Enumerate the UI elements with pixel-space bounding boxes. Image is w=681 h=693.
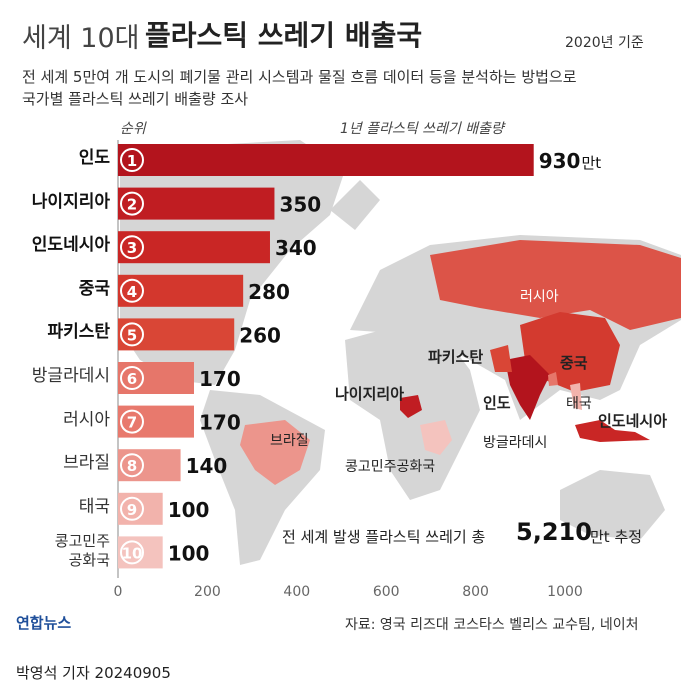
map-label: 방글라데시 — [483, 435, 548, 451]
x-tick-label: 600 — [373, 584, 400, 600]
value-label: 260 — [239, 323, 281, 347]
total-value: 5,210 — [516, 518, 592, 546]
bar — [118, 492, 163, 525]
category-label: 브라질 — [63, 453, 110, 474]
map-label: 인도 — [483, 394, 511, 412]
map-label: 콩고민주공화국 — [345, 459, 436, 475]
rank-number: 3 — [127, 239, 137, 257]
map-label: 파키스탄 — [428, 348, 484, 366]
bar — [118, 231, 270, 264]
bar — [118, 144, 534, 176]
bar — [118, 274, 244, 307]
nigeria — [400, 395, 422, 418]
rank-badge — [120, 453, 144, 478]
rank-badge — [120, 235, 144, 260]
rank-badge — [120, 278, 144, 303]
rank-number: 1 — [127, 152, 137, 170]
map-label: 브라질 — [270, 433, 309, 449]
source: 자료: 영국 리즈대 코스타스 벨리스 교수팀, 네이처 — [345, 617, 639, 633]
value-label: 140 — [186, 454, 228, 478]
title-light: 세계 10대 — [22, 23, 140, 54]
rank-number: 4 — [127, 283, 137, 301]
map-label: 태국 — [566, 396, 592, 412]
category-label: 나이지리아 — [31, 191, 110, 212]
x-tick-label: 800 — [462, 584, 489, 600]
category-label: 콩고민주 공화국 — [54, 532, 110, 570]
thailand — [570, 383, 582, 410]
category-label: 인도네시아 — [31, 235, 110, 256]
rank-badge — [120, 148, 144, 172]
logo: 연합뉴스 — [16, 614, 72, 632]
value-label: 350 — [279, 193, 321, 217]
india — [505, 355, 550, 420]
pakistan — [490, 345, 512, 372]
value-label: 280 — [248, 280, 290, 304]
rank-badge — [120, 540, 144, 565]
rank-badge — [120, 496, 144, 521]
indonesia — [575, 420, 650, 442]
value-label: 170 — [199, 367, 241, 391]
bar — [118, 536, 163, 569]
category-label: 러시아 — [63, 409, 110, 430]
rank-number: 10 — [122, 544, 143, 562]
x-tick-label: 200 — [194, 584, 221, 600]
rank-number: 8 — [127, 457, 137, 475]
x-tick-label: 1000 — [547, 584, 583, 600]
value-label: 100 — [168, 498, 210, 522]
x-tick-label: 400 — [283, 584, 310, 600]
total-prefix: 전 세계 발생 플라스틱 쓰레기 총 — [282, 528, 486, 546]
rank-badge — [120, 366, 144, 390]
byline: 박영석 기자 20240905 — [16, 664, 171, 682]
value-unit: 만t — [581, 154, 601, 172]
map-label: 인도네시아 — [598, 412, 668, 430]
subtitle: 국가별 플라스틱 쓰레기 배출량 조사 — [22, 90, 249, 108]
category-label: 태국 — [78, 496, 110, 517]
rank-badge — [120, 409, 144, 434]
russia — [430, 240, 681, 330]
value-axis-label: 1년 플라스틱 쓰레기 배출량 — [340, 121, 504, 137]
congo — [420, 420, 452, 455]
subtitle: 전 세계 5만여 개 도시의 폐기물 관리 시스템과 물질 흐름 데이터 등을 … — [22, 68, 577, 86]
value-label: 930 — [539, 149, 581, 173]
total-suffix: 만t 추정 — [590, 528, 643, 546]
date-note: 2020년 기준 — [565, 35, 644, 51]
rank-badge — [120, 191, 144, 216]
rank-number: 2 — [127, 196, 137, 214]
title-bold: 플라스틱 쓰레기 배출국 — [145, 19, 423, 52]
map-label: 러시아 — [520, 289, 559, 305]
map-label: 나이지리아 — [335, 385, 405, 403]
rank-label: 순위 — [120, 121, 146, 137]
value-label: 170 — [199, 411, 241, 435]
rank-badge — [120, 322, 144, 347]
category-label: 방글라데시 — [31, 366, 110, 386]
map-label: 중국 — [560, 354, 588, 372]
value-label: 340 — [275, 236, 317, 260]
rank-number: 9 — [127, 501, 137, 519]
category-label: 중국 — [78, 278, 110, 299]
rank-number: 7 — [127, 414, 137, 432]
value-label: 100 — [168, 541, 210, 565]
bangladesh — [548, 372, 558, 386]
rank-number: 6 — [127, 370, 137, 388]
x-tick-label: 0 — [114, 584, 123, 600]
category-label: 인도 — [78, 148, 110, 168]
rank-number: 5 — [127, 326, 137, 344]
bar — [118, 187, 275, 220]
brazil — [240, 420, 310, 485]
category-label: 파키스탄 — [47, 322, 110, 343]
